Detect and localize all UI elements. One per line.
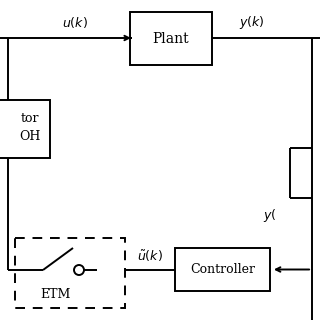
Text: Controller: Controller	[190, 263, 255, 276]
Bar	[130, 12, 212, 65]
Text: OH: OH	[19, 130, 41, 142]
Bar	[175, 248, 270, 291]
Text: $u(k)$: $u(k)$	[62, 14, 88, 29]
Text: Plant: Plant	[153, 31, 189, 45]
Text: ETM: ETM	[40, 287, 70, 300]
Text: $y(k)$: $y(k)$	[239, 13, 265, 30]
Bar	[0, 100, 50, 158]
Text: $\tilde{u}(k)$: $\tilde{u}(k)$	[137, 248, 163, 264]
Text: tor: tor	[21, 111, 39, 124]
Text: $y($: $y($	[263, 206, 277, 223]
Bar	[15, 238, 125, 308]
